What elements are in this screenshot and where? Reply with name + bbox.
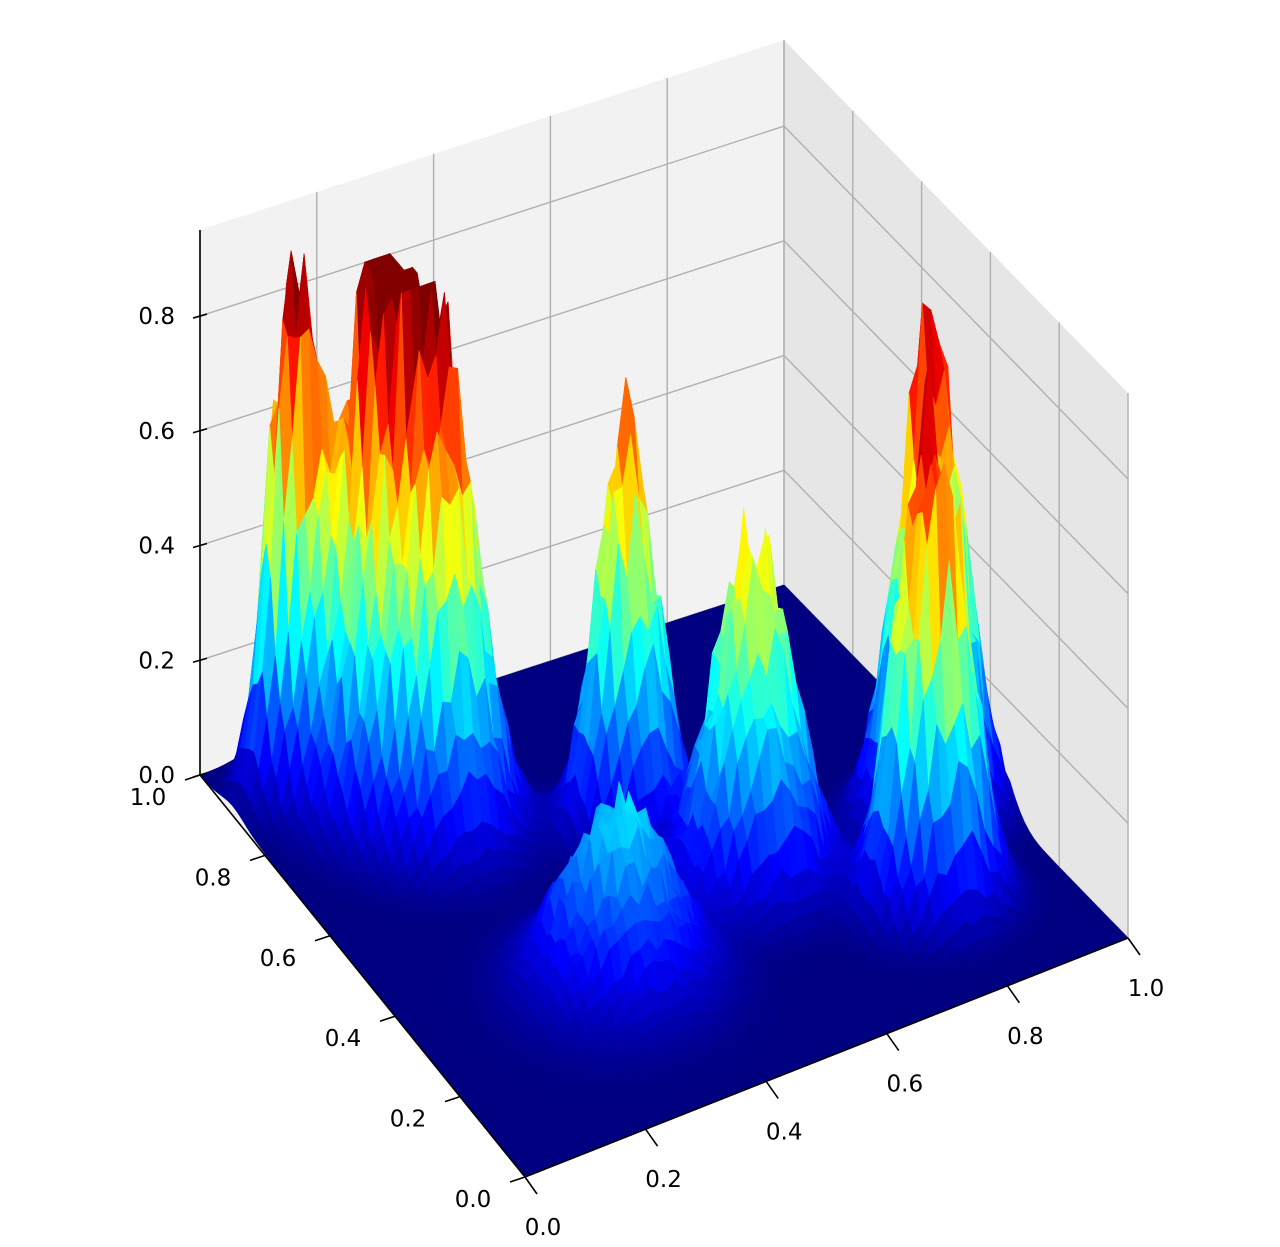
y-tick-mark <box>509 1176 526 1183</box>
x-tick-label: 0.0 <box>525 1215 562 1241</box>
z-tick-label: 0.8 <box>138 304 175 330</box>
y-tick-mark <box>314 935 331 942</box>
y-tick-mark <box>444 1095 461 1103</box>
x-tick-mark <box>644 1128 659 1147</box>
y-tick-label: 0.0 <box>455 1187 492 1213</box>
y-tick-label: 0.4 <box>325 1026 362 1052</box>
y-tick-label: 0.2 <box>390 1107 427 1133</box>
x-tick-label: 1.0 <box>1128 976 1165 1002</box>
z-tick-label: 0.0 <box>138 763 175 789</box>
z-tick-label: 0.2 <box>138 648 175 674</box>
x-tick-mark <box>1127 937 1141 956</box>
x-tick-mark <box>1006 985 1021 1004</box>
x-tick-label: 0.2 <box>645 1167 682 1193</box>
y-tick-mark <box>379 1015 396 1022</box>
y-tick-label: 0.8 <box>195 865 232 891</box>
x-tick-label: 0.6 <box>887 1072 924 1098</box>
surface <box>199 250 1129 1178</box>
x-tick-mark <box>886 1033 900 1052</box>
z-grid-line <box>199 125 1129 480</box>
x-tick-mark <box>524 1176 538 1195</box>
y-tick-mark <box>249 854 266 862</box>
z-tick-label: 0.4 <box>138 534 175 560</box>
x-tick-label: 0.4 <box>766 1119 803 1145</box>
x-tick-mark <box>765 1080 779 1099</box>
z-tick-label: 0.6 <box>138 419 175 445</box>
x-tick-label: 0.8 <box>1007 1024 1044 1050</box>
y-tick-label: 0.6 <box>260 946 297 972</box>
